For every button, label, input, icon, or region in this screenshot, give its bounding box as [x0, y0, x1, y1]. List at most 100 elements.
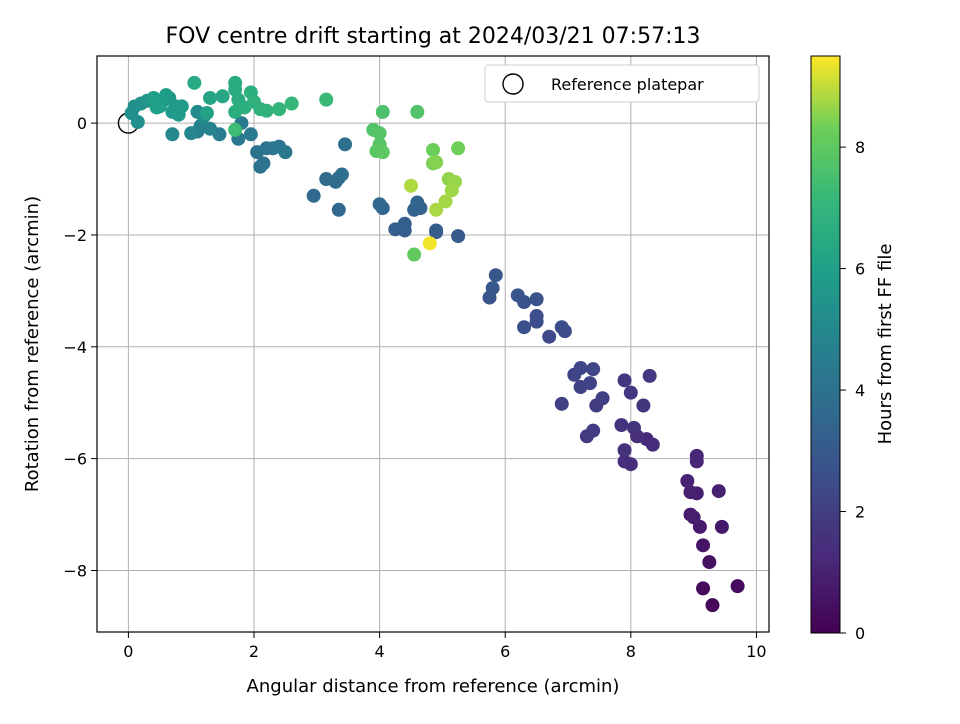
data-point [159, 88, 174, 103]
data-point [306, 188, 321, 203]
data-point [152, 98, 167, 113]
data-point [730, 579, 745, 594]
x-tick-label: 10 [746, 642, 766, 661]
data-point [331, 202, 346, 217]
data-point [422, 236, 437, 251]
data-point [215, 89, 230, 104]
colorbar-tick-label: 4 [855, 381, 865, 400]
data-point [586, 362, 601, 377]
y-axis-ticks: 0 −2 −4 −6 −8 [63, 114, 97, 580]
data-point [375, 145, 390, 160]
colorbar-tick-label: 8 [855, 138, 865, 157]
data-point [259, 103, 274, 118]
data-point [187, 75, 202, 90]
y-tick-label: −6 [63, 450, 87, 469]
data-point [614, 418, 629, 433]
data-point [429, 155, 444, 170]
scatter-points [124, 75, 745, 613]
x-tick-label: 6 [500, 642, 510, 661]
data-point [529, 309, 544, 324]
data-point [410, 195, 425, 210]
data-point [689, 448, 704, 463]
data-point [626, 420, 641, 435]
data-point [711, 484, 726, 499]
data-point [426, 142, 440, 157]
legend: Reference platepar [484, 64, 760, 103]
data-point [617, 454, 632, 469]
data-point [485, 281, 500, 296]
x-tick-label: 0 [123, 642, 133, 661]
data-point [554, 396, 569, 411]
data-point [680, 474, 695, 489]
data-point [696, 538, 711, 553]
data-point [617, 443, 632, 458]
y-tick-label: −8 [63, 561, 87, 580]
legend-entry-reference: Reference platepar [551, 75, 704, 94]
data-point [642, 368, 657, 383]
data-point [203, 121, 218, 136]
y-tick-label: −2 [63, 226, 87, 245]
x-tick-label: 2 [249, 642, 259, 661]
y-tick-label: 0 [77, 114, 87, 133]
data-point [165, 127, 180, 142]
y-tick-label: −4 [63, 338, 87, 357]
data-point [338, 137, 353, 152]
data-point [199, 106, 214, 121]
data-point [397, 216, 412, 231]
legend-marker [502, 73, 524, 95]
colorbar [810, 55, 841, 634]
data-point [705, 598, 720, 613]
data-point [284, 96, 299, 111]
data-point [554, 320, 569, 335]
colorbar-tick-label: 2 [855, 503, 865, 522]
data-point [636, 398, 651, 413]
data-point [429, 223, 444, 238]
y-axis-label: Rotation from reference (arcmin) [22, 196, 43, 492]
data-point [683, 485, 698, 500]
data-point [184, 126, 199, 141]
data-point [407, 247, 422, 262]
data-point [410, 104, 425, 119]
colorbar-tick-label: 0 [855, 624, 865, 643]
data-point [586, 423, 601, 438]
data-point [617, 373, 632, 388]
chart-title: FOV centre drift starting at 2024/03/21 … [166, 24, 701, 49]
data-point [203, 90, 218, 105]
data-point [372, 197, 387, 212]
data-point [438, 194, 453, 209]
data-point [686, 510, 701, 525]
data-point [174, 99, 189, 114]
data-point [542, 329, 557, 344]
data-point [488, 268, 503, 283]
x-axis-label: Angular distance from reference (arcmin) [247, 676, 620, 697]
data-point [595, 391, 610, 406]
data-point [702, 555, 717, 570]
plot-area [97, 56, 769, 632]
data-point [451, 141, 466, 156]
data-point [529, 292, 544, 307]
data-point [334, 167, 349, 182]
x-axis-ticks: 0 2 4 6 8 10 [123, 632, 767, 661]
data-point [583, 376, 598, 391]
data-point [256, 156, 271, 171]
data-point [272, 102, 287, 117]
data-point [243, 127, 258, 142]
data-point [623, 385, 638, 400]
data-point [372, 126, 387, 141]
data-point [444, 183, 459, 198]
data-point [278, 145, 293, 160]
data-point [510, 288, 525, 303]
data-point [404, 178, 419, 193]
colorbar-tick-label: 6 [855, 260, 865, 279]
legend-box [484, 64, 760, 103]
x-tick-label: 4 [375, 642, 385, 661]
data-point [429, 202, 444, 217]
colorbar-ticks: 0 2 4 6 8 [840, 138, 865, 643]
data-point [696, 581, 711, 596]
data-point [228, 122, 243, 137]
data-point [714, 519, 729, 534]
data-point [319, 92, 334, 107]
plot-frame [96, 55, 770, 633]
colorbar-label: Hours from first FF file [875, 244, 896, 445]
